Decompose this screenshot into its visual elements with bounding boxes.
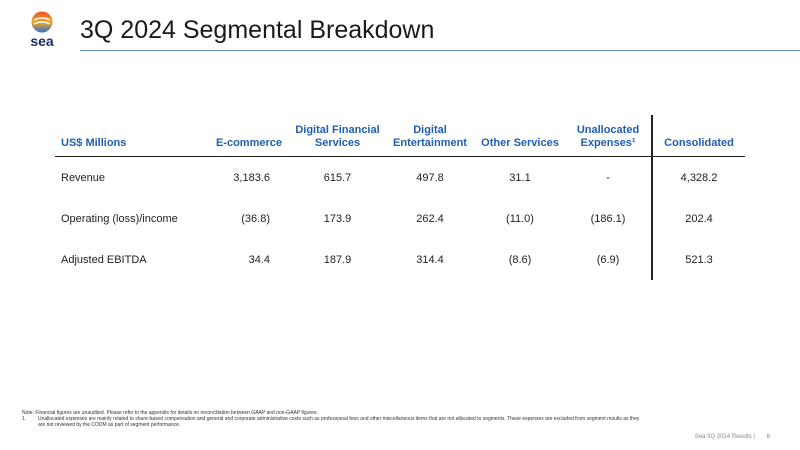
cell-value: 615.7 xyxy=(323,171,352,184)
cell-value: (36.8) xyxy=(241,212,270,225)
cell-value: 3,183.6 xyxy=(233,171,270,184)
slide-title: 3Q 2024 Segmental Breakdown xyxy=(80,16,435,44)
footnote: 1. Unallocated expenses are mainly relat… xyxy=(22,416,642,428)
page-number: 6 xyxy=(766,434,770,440)
row-label: Operating (loss)/income xyxy=(61,212,178,225)
cell-value: 31.1 xyxy=(509,171,531,184)
cell-value: (186.1) xyxy=(590,212,626,225)
cell-value: 34.4 xyxy=(248,253,270,266)
column-header: Digital Financial Services xyxy=(290,115,385,157)
segment-table: US$ Millions E-commerce Digital Financial … xyxy=(55,115,745,280)
cell-value: - xyxy=(606,171,610,184)
cell-value: 202.4 xyxy=(651,198,745,239)
column-header: Digital Entertainment xyxy=(385,115,475,157)
cell-value: 173.9 xyxy=(323,212,352,225)
column-header: Unallocated Expenses¹ xyxy=(565,115,652,157)
table-head: US$ Millions E-commerce Digital Financial … xyxy=(55,115,745,157)
header-row: US$ Millions E-commerce Digital Financial … xyxy=(55,115,745,157)
note: Note: Financial figures are unaudited. P… xyxy=(22,410,318,416)
cell-value: (8.6) xyxy=(508,253,532,266)
row-label: Adjusted EBITDA xyxy=(61,253,147,266)
cell-value: 314.4 xyxy=(416,253,444,266)
column-header: Consolidated xyxy=(651,115,745,157)
cell-value: 187.9 xyxy=(323,253,352,266)
table-row: Revenue 3,183.6 615.7 497.8 31.1 - 4,328.2 xyxy=(55,156,745,198)
row-label: Revenue xyxy=(61,171,106,184)
notes: Note: Financial figures are unaudited. P… xyxy=(22,410,642,428)
table-row: Adjusted EBITDA 34.4 187.9 314.4 (8.6) (6.9) 5… xyxy=(55,239,745,280)
column-header: E-commerce xyxy=(200,115,290,157)
column-header: US$ Millions xyxy=(55,115,200,157)
cell-value: (11.0) xyxy=(506,212,534,225)
logo-text: sea xyxy=(30,33,54,49)
cell-value: 497.8 xyxy=(416,171,444,184)
table-body: Revenue 3,183.6 615.7 497.8 31.1-4,328.2 Oper… xyxy=(55,156,745,280)
cell-value: 4,328.2 xyxy=(651,156,745,198)
column-header: Other Services xyxy=(475,115,565,157)
cell-value: (6.9) xyxy=(596,253,620,266)
footer-text: Sea 3Q 2024 Results | xyxy=(694,434,755,440)
footnote-text: Unallocated expenses are mainly related … xyxy=(38,416,640,428)
table-row: Operating (loss)/income (36.8) 173.9 262.4 (… xyxy=(55,198,745,239)
title-rule xyxy=(80,50,800,51)
cell-value: 262.4 xyxy=(416,212,444,225)
footer: Sea 3Q 2024 Results | 6 xyxy=(640,434,770,440)
footnote-marker: 1. xyxy=(22,416,27,422)
cell-value: 521.3 xyxy=(651,239,745,280)
logo-icon xyxy=(31,11,53,33)
